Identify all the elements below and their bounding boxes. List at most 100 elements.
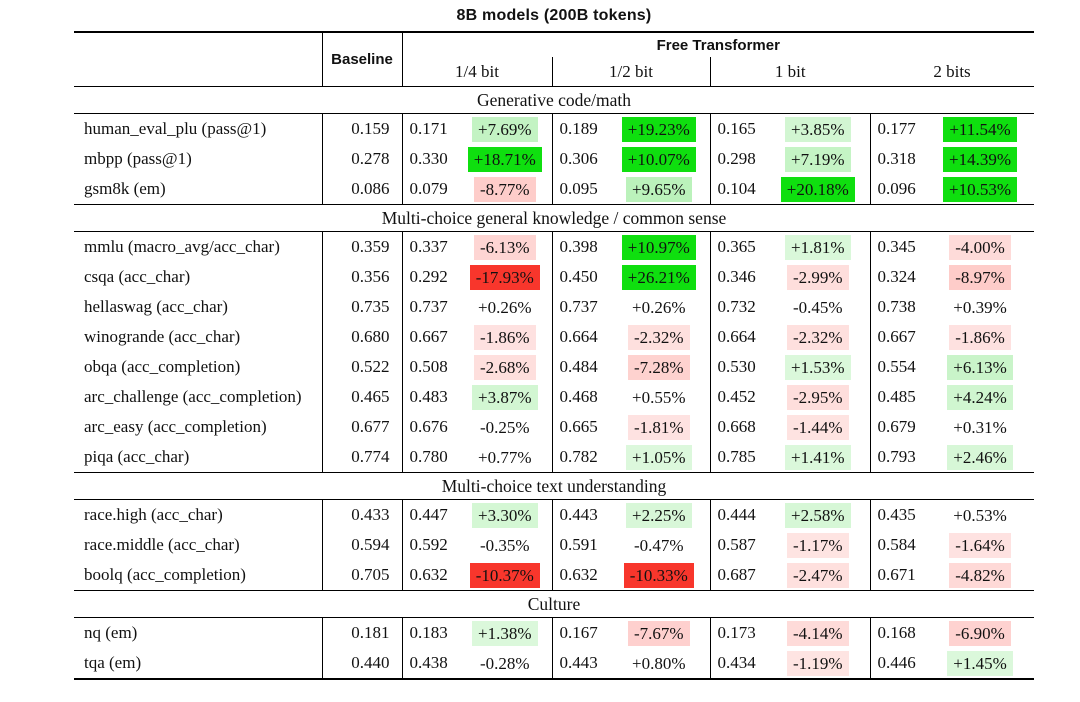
section-row: Generative code/math — [74, 86, 1035, 114]
delta-badge: -2.32% — [786, 324, 849, 350]
header-col-one-bit: 1 bit — [710, 57, 870, 87]
header-corner-cell — [74, 32, 323, 87]
delta-badge: +4.24% — [947, 384, 1013, 410]
delta-badge: -0.47% — [633, 535, 684, 555]
results-table: Baseline Free Transformer 1/4 bit 1/2 bi… — [74, 31, 1035, 680]
delta-cell: -4.00% — [926, 232, 1034, 263]
delta-cell: -6.90% — [926, 618, 1034, 649]
delta-cell: +3.87% — [458, 382, 553, 412]
section-row: Multi-choice general knowledge / common … — [74, 204, 1035, 232]
delta-cell: +19.23% — [608, 113, 711, 144]
delta-cell: -1.86% — [926, 322, 1034, 352]
table-row: arc_challenge (acc_completion) 0.465 0.483… — [74, 382, 1034, 412]
delta-cell: +6.13% — [926, 352, 1034, 382]
delta-cell: +1.45% — [926, 648, 1034, 679]
score-value: 0.785 — [717, 447, 756, 466]
header-col-two-bits: 2 bits — [870, 57, 1035, 87]
table-row: arc_easy (acc_completion) 0.677 0.676 -0.25… — [74, 412, 1034, 442]
score-value: 0.687 — [717, 565, 756, 584]
delta-badge: +10.07% — [621, 146, 696, 172]
delta-badge: -2.32% — [627, 324, 690, 350]
baseline-value: 0.433 — [322, 499, 403, 530]
benchmark-name: nq (em) — [74, 617, 323, 648]
score-value: 0.793 — [877, 447, 916, 466]
score-value: 0.167 — [559, 623, 598, 642]
score-value: 0.434 — [717, 653, 756, 672]
score-value: 0.165 — [717, 119, 756, 138]
score-value: 0.665 — [559, 417, 598, 436]
delta-cell: -0.47% — [608, 530, 711, 560]
table-row: human_eval_plu (pass@1) 0.159 0.171 +7.69% 0… — [74, 113, 1034, 144]
score-value: 0.398 — [559, 237, 598, 256]
paper-page: 8B models (200B tokens) Baseline Free Tr… — [0, 7, 1080, 702]
baseline-value: 0.278 — [322, 144, 403, 174]
score-value: 0.587 — [717, 535, 756, 554]
score-value: 0.446 — [877, 653, 916, 672]
benchmark-name: winogrande (acc_char) — [74, 322, 323, 352]
table-body: Generative code/math human_eval_plu (pass… — [74, 86, 1035, 679]
delta-badge: -8.97% — [949, 264, 1011, 290]
baseline-value: 0.356 — [322, 262, 403, 292]
benchmark-name: gsm8k (em) — [74, 174, 323, 205]
delta-badge: +1.81% — [785, 234, 851, 260]
delta-badge: +10.97% — [621, 234, 696, 260]
baseline-value: 0.594 — [322, 530, 403, 560]
score-value: 0.732 — [717, 297, 756, 316]
delta-badge: -7.67% — [627, 620, 690, 646]
delta-badge: +3.87% — [472, 384, 538, 410]
score-value: 0.183 — [409, 623, 448, 642]
table-row: gsm8k (em) 0.086 0.079 -8.77% 0.095 +9.65% 0.1… — [74, 174, 1034, 205]
delta-badge: +14.39% — [943, 146, 1017, 172]
table-row: tqa (em) 0.440 0.438 -0.28% 0.443 +0.80% 0.434… — [74, 648, 1034, 679]
delta-badge: +0.26% — [632, 297, 686, 317]
delta-cell: -0.25% — [458, 412, 553, 442]
score-value: 0.737 — [409, 297, 448, 316]
score-value: 0.450 — [559, 267, 598, 286]
delta-badge: +3.85% — [785, 116, 851, 142]
delta-cell: +1.38% — [458, 617, 553, 648]
benchmark-name: mmlu (macro_avg/acc_char) — [74, 231, 323, 262]
section-row: Multi-choice text understanding — [74, 472, 1035, 500]
delta-cell: -7.28% — [608, 352, 711, 382]
baseline-value: 0.774 — [322, 442, 403, 473]
benchmark-name: obqa (acc_completion) — [74, 352, 323, 382]
score-value: 0.679 — [877, 417, 916, 436]
score-value: 0.189 — [559, 119, 598, 138]
delta-cell: -2.68% — [458, 352, 553, 382]
table-row: csqa (acc_char) 0.356 0.292 -17.93% 0.450 +26… — [74, 262, 1034, 292]
delta-badge: -2.47% — [786, 562, 849, 588]
delta-cell: -1.44% — [766, 412, 871, 442]
score-value: 0.330 — [409, 149, 448, 168]
delta-badge: +11.54% — [943, 116, 1017, 142]
delta-badge: +0.55% — [632, 387, 686, 407]
delta-cell: +2.46% — [926, 442, 1034, 473]
header-free-transformer: Free Transformer — [656, 36, 780, 54]
table-row: mbpp (pass@1) 0.278 0.330 +18.71% 0.306 +10.0… — [74, 144, 1034, 174]
score-value: 0.365 — [717, 237, 756, 256]
delta-cell: +3.85% — [766, 113, 871, 144]
baseline-value: 0.440 — [322, 648, 403, 679]
delta-badge: +0.80% — [632, 653, 686, 673]
table-header: Baseline Free Transformer 1/4 bit 1/2 bi… — [74, 32, 1035, 87]
delta-badge: -0.25% — [479, 417, 530, 437]
delta-cell: -1.64% — [926, 530, 1034, 560]
score-value: 0.632 — [409, 565, 448, 584]
delta-cell: +0.80% — [608, 648, 711, 679]
table-row: winogrande (acc_char) 0.680 0.667 -1.86% 0.6… — [74, 322, 1034, 352]
benchmark-name: hellaswag (acc_char) — [74, 292, 323, 322]
delta-cell: +2.58% — [766, 499, 871, 530]
score-value: 0.306 — [559, 149, 598, 168]
section-title: Culture — [74, 590, 1035, 618]
delta-cell: +0.26% — [458, 292, 553, 322]
section-title: Multi-choice general knowledge / common … — [74, 204, 1035, 232]
baseline-value: 0.677 — [322, 412, 403, 442]
table-row: boolq (acc_completion) 0.705 0.632 -10.37% 0… — [74, 560, 1034, 591]
score-value: 0.435 — [877, 505, 916, 524]
baseline-value: 0.680 — [322, 322, 403, 352]
delta-cell: +20.18% — [766, 174, 871, 205]
score-value: 0.079 — [409, 179, 448, 198]
delta-badge: +2.46% — [947, 444, 1013, 470]
delta-cell: +0.31% — [926, 412, 1034, 442]
delta-badge: -0.28% — [479, 653, 530, 673]
benchmark-name: race.high (acc_char) — [74, 499, 323, 530]
